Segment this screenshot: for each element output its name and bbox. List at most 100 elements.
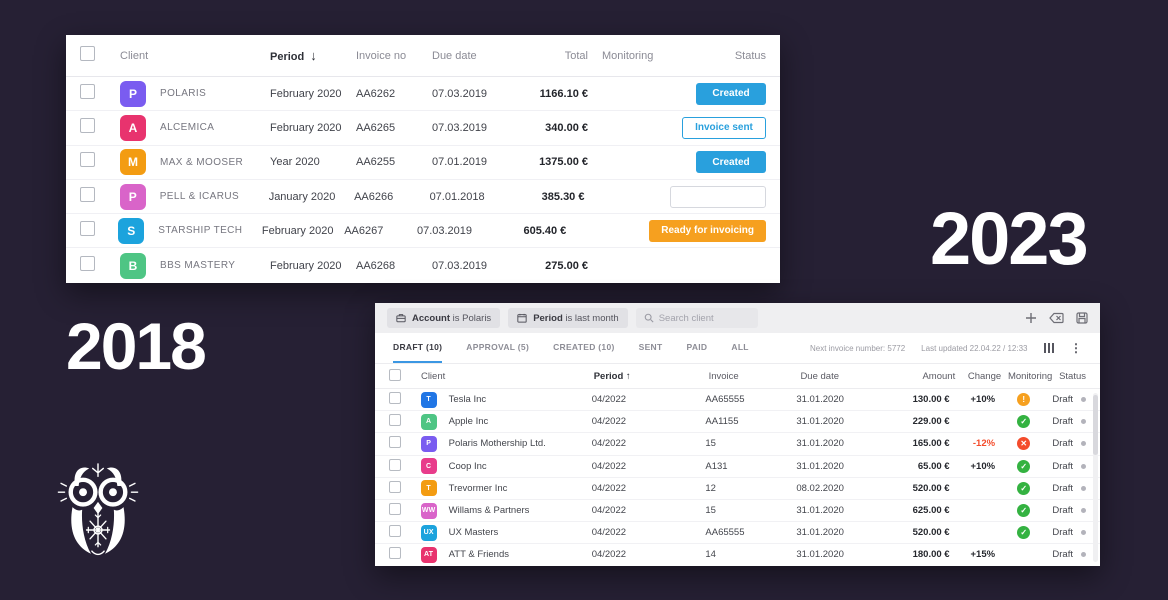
search-client-input[interactable]	[658, 312, 749, 324]
table-row[interactable]: UX UX Masters 04/2022 AA65555 31.01.2020…	[375, 522, 1100, 545]
table-row[interactable]: AT ATT & Friends 04/2022 14 31.01.2020 1…	[375, 544, 1100, 566]
search-box[interactable]	[635, 308, 758, 328]
change-cell: +15%	[950, 549, 996, 560]
monitoring-cell	[995, 481, 1052, 495]
table-row[interactable]: B BBS MASTERY February 2020 AA6268 07.03…	[66, 248, 780, 282]
status-button[interactable]: Created	[696, 82, 766, 105]
table-row[interactable]: T Tesla Inc 04/2022 AA65555 31.01.2020 1…	[375, 389, 1100, 412]
col-header-client[interactable]: Client	[420, 370, 446, 382]
status-button[interactable]	[669, 185, 766, 208]
select-all-checkbox[interactable]	[389, 368, 401, 381]
tab-paid[interactable]: PAID	[686, 342, 708, 352]
briefcase-icon	[396, 314, 406, 323]
col-header-monitoring[interactable]: Monitoring	[602, 49, 654, 62]
tab-created[interactable]: CREATED (10)	[553, 342, 615, 352]
status-dot-icon[interactable]	[1081, 508, 1086, 514]
col-header-status[interactable]: Status	[1059, 370, 1087, 382]
period-cell: 04/2022	[591, 505, 627, 517]
filter-chip-account[interactable]: Account is Polaris	[387, 308, 501, 328]
col-header-monitoring[interactable]: Monitoring	[1007, 370, 1053, 382]
status-dot-icon[interactable]	[1081, 530, 1086, 536]
period-cell: 04/2022	[591, 482, 627, 494]
table-row[interactable]: A ALCEMICA February 2020 AA6265 07.03.20…	[66, 111, 780, 146]
client-avatar: C	[420, 458, 437, 475]
table-row[interactable]: C Coop Inc 04/2022 A131 31.01.2020 65.00…	[375, 456, 1100, 478]
row-checkbox[interactable]	[389, 458, 401, 471]
table-row[interactable]: T Trevormer Inc 04/2022 12 08.02.2020 52…	[375, 478, 1100, 500]
sort-desc-icon[interactable]: ↓	[310, 48, 317, 63]
client-avatar: WW	[420, 502, 437, 519]
status-button[interactable]: Ready for invoicing	[649, 219, 767, 242]
total-cell: 605.40 €	[523, 224, 567, 237]
col-header-status[interactable]: Status	[734, 49, 766, 62]
row-checkbox[interactable]	[389, 503, 401, 516]
vertical-scrollbar[interactable]	[1093, 393, 1098, 562]
row-checkbox[interactable]	[80, 220, 95, 236]
table-row[interactable]: S STARSHIP TECH February 2020 AA6267 07.…	[66, 214, 780, 249]
status-dot-icon[interactable]	[1081, 397, 1086, 403]
status-button[interactable]: Invoice sent	[682, 116, 766, 139]
row-checkbox[interactable]	[389, 525, 401, 538]
status-label: Draft	[1052, 505, 1073, 517]
col-header-invoice-no[interactable]: Invoice no	[356, 49, 407, 62]
row-checkbox[interactable]	[389, 436, 401, 449]
row-checkbox[interactable]	[389, 392, 401, 405]
clear-icon[interactable]	[1049, 312, 1064, 324]
total-cell: 1375.00 €	[539, 156, 588, 169]
row-checkbox[interactable]	[389, 480, 401, 493]
row-checkbox[interactable]	[389, 414, 401, 427]
change-value: +10%	[970, 394, 996, 406]
status-dot-icon[interactable]	[1081, 485, 1086, 491]
table-row[interactable]: P POLARIS February 2020 AA6262 07.03.201…	[66, 77, 780, 112]
plus-icon[interactable]	[1025, 312, 1037, 324]
table-row[interactable]: M MAX & MOOSER Year 2020 AA6255 07.01.20…	[66, 146, 780, 180]
col-header-change[interactable]: Change	[967, 370, 1002, 382]
filter-chip-period[interactable]: Period is last month	[508, 308, 628, 328]
table-row[interactable]: P Polaris Mothership Ltd. 04/2022 15 31.…	[375, 433, 1100, 456]
table-row[interactable]: WW Willams & Partners 04/2022 15 31.01.2…	[375, 500, 1100, 523]
col-header-client[interactable]: Client	[120, 49, 149, 62]
due-date-cell: 07.03.2019	[432, 87, 488, 100]
row-checkbox[interactable]	[80, 186, 95, 202]
col-header-period[interactable]: Period ↑	[594, 371, 709, 382]
status-dot-icon[interactable]	[1081, 419, 1086, 425]
tab-draft[interactable]: DRAFT (10)	[393, 333, 443, 363]
select-all-checkbox[interactable]	[80, 45, 95, 61]
col-header-due-date[interactable]: Due date	[800, 370, 839, 382]
client-name: BBS MASTERY	[160, 260, 236, 272]
status-cell: Draft	[1052, 505, 1086, 516]
status-dot-icon[interactable]	[1081, 441, 1086, 447]
client-name: ATT & Friends	[448, 549, 509, 561]
monitoring-status-icon	[1017, 526, 1031, 540]
kebab-menu-icon[interactable]: ⋮	[1070, 341, 1082, 355]
col-header-period[interactable]: Period ↓	[270, 48, 356, 63]
monitoring-cell	[995, 504, 1052, 518]
col-header-invoice[interactable]: Invoice	[708, 370, 739, 382]
save-icon[interactable]	[1076, 312, 1088, 324]
tab-all[interactable]: ALL	[731, 342, 749, 352]
table-row[interactable]: P PELL & ICARUS January 2020 AA6266 07.0…	[66, 180, 780, 215]
status-button[interactable]: Created	[696, 151, 766, 174]
client-name: Coop Inc	[448, 460, 487, 472]
due-date-cell: 31.01.2020	[796, 460, 844, 472]
row-checkbox[interactable]	[80, 117, 95, 133]
status-dot-icon[interactable]	[1081, 463, 1086, 469]
row-checkbox[interactable]	[80, 152, 95, 168]
tab-approval[interactable]: APPROVAL (5)	[466, 342, 530, 352]
row-checkbox[interactable]	[80, 83, 95, 99]
columns-icon[interactable]	[1043, 343, 1054, 353]
row-checkbox[interactable]	[80, 255, 95, 271]
status-dot-icon[interactable]	[1081, 552, 1086, 558]
tab-sent[interactable]: SENT	[638, 342, 663, 352]
col-header-total[interactable]: Total	[564, 49, 588, 62]
monitoring-cell	[995, 415, 1052, 429]
col-header-amount[interactable]: Amount	[922, 370, 956, 382]
col-header-due-date[interactable]: Due date	[432, 49, 477, 62]
owl-logo	[57, 463, 139, 556]
sort-asc-icon[interactable]: ↑	[625, 370, 631, 382]
amount-cell: 65.00 €	[917, 460, 950, 472]
table-meta: Next invoice number: 5772 Last updated 2…	[810, 333, 1082, 363]
row-checkbox[interactable]	[389, 547, 401, 560]
client-name: POLARIS	[160, 88, 207, 100]
table-row[interactable]: A Apple Inc 04/2022 AA1155 31.01.2020 22…	[375, 411, 1100, 434]
